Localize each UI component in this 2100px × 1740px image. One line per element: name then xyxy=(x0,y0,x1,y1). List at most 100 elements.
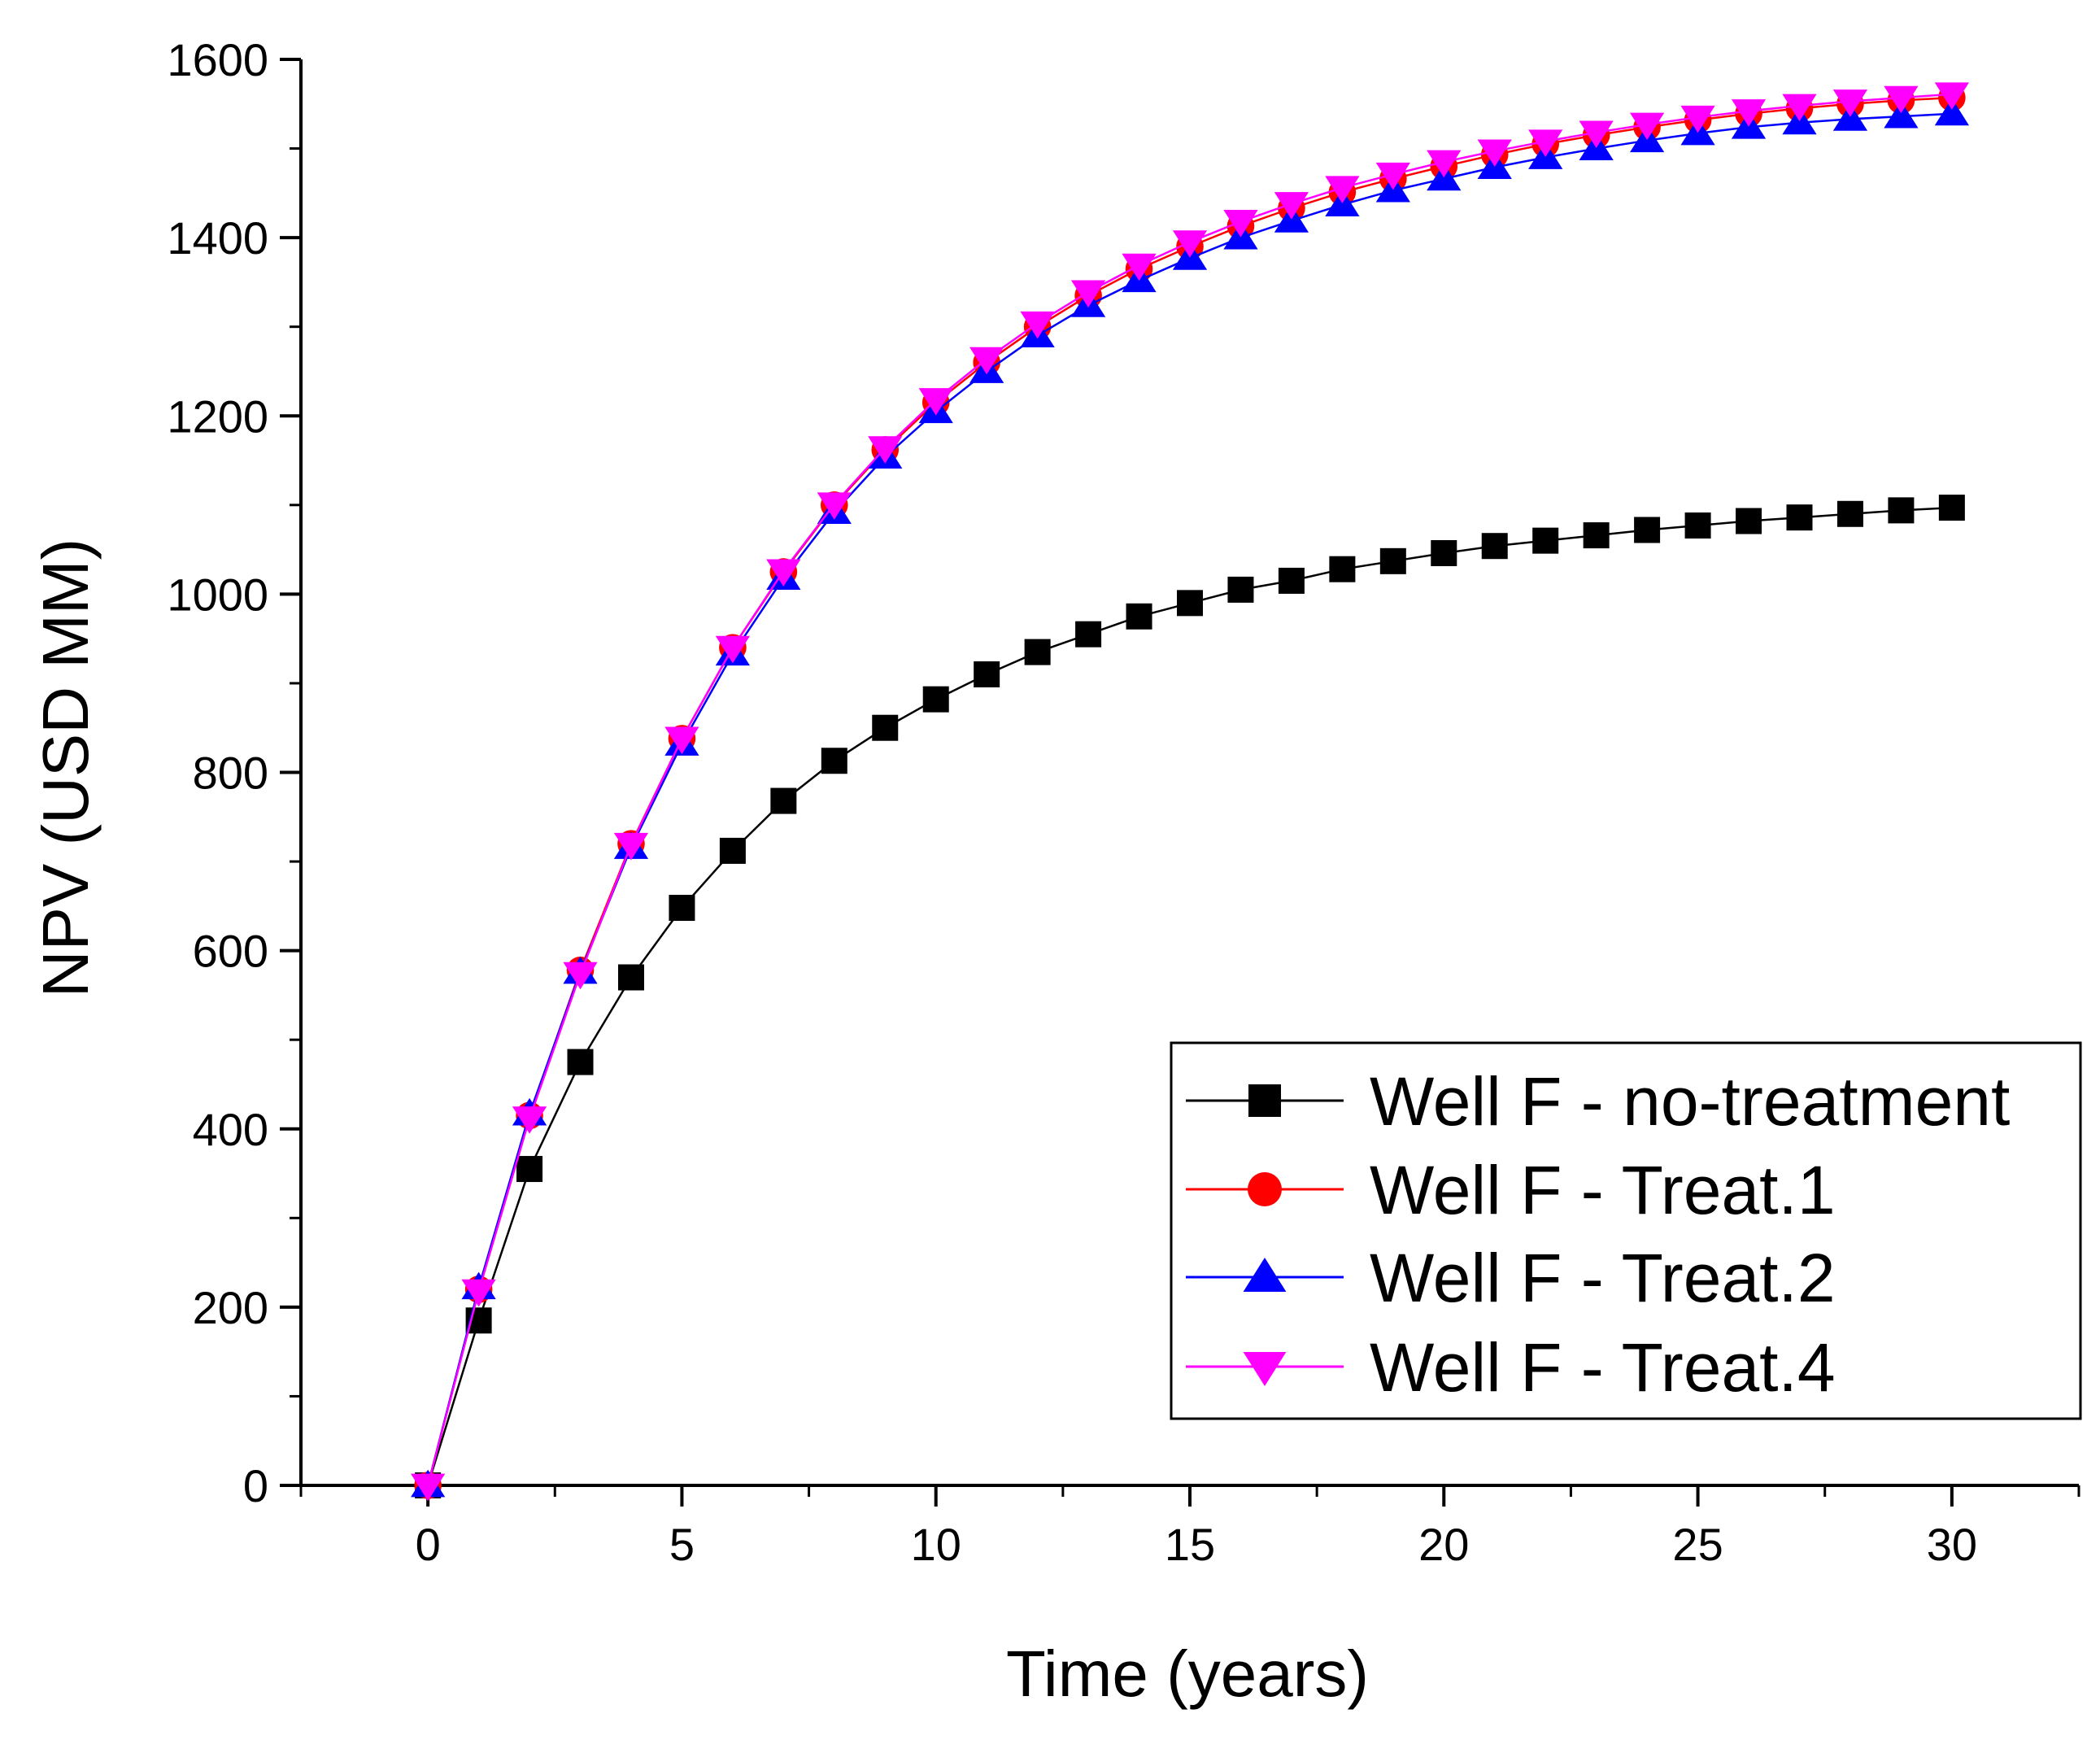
data-point xyxy=(1528,129,1563,157)
data-point xyxy=(1274,192,1309,220)
data-point xyxy=(1223,210,1258,238)
data-point xyxy=(461,1279,496,1307)
data-point xyxy=(613,832,649,861)
data-point xyxy=(969,347,1004,375)
data-point xyxy=(1832,103,1868,131)
data-point xyxy=(563,962,598,990)
data-point xyxy=(1481,533,1508,560)
data-point xyxy=(512,1106,547,1134)
legend-label: Well F - Treat.2 xyxy=(1370,1240,1836,1316)
data-point xyxy=(1629,112,1665,141)
data-point xyxy=(1684,512,1711,539)
y-tick-label: 1200 xyxy=(167,390,268,442)
legend-label: Well F - Treat.1 xyxy=(1370,1152,1836,1228)
x-tick-label: 5 xyxy=(669,1519,695,1570)
y-axis-title: NPV (USD MM) xyxy=(29,539,102,997)
legend: Well F - no-treatment Well F - Treat.1 Wel… xyxy=(1170,1041,2082,1420)
data-point xyxy=(1579,120,1614,149)
legend-item-1: Well F - no-treatment xyxy=(1186,1063,2010,1140)
data-point xyxy=(1243,1258,1287,1292)
series-4 xyxy=(411,82,1969,1502)
data-point xyxy=(719,837,746,864)
data-point xyxy=(1122,253,1157,281)
x-tick-label: 0 xyxy=(416,1519,441,1570)
data-point xyxy=(1248,1084,1281,1117)
data-point xyxy=(1248,1172,1282,1206)
series-1 xyxy=(415,495,1965,1498)
y-tick-label: 1400 xyxy=(167,212,268,264)
data-point xyxy=(1884,100,1919,129)
data-point xyxy=(1243,1352,1287,1386)
data-point xyxy=(1836,500,1863,527)
y-tick-label: 400 xyxy=(193,1104,268,1155)
data-point xyxy=(872,714,899,741)
data-point xyxy=(1075,621,1102,648)
data-point xyxy=(1375,162,1410,190)
data-point xyxy=(770,787,797,814)
legend-items: Well F - no-treatment Well F - Treat.1 Wel… xyxy=(1186,1063,2010,1406)
data-point xyxy=(617,964,644,991)
data-point xyxy=(918,388,953,416)
data-point xyxy=(1634,517,1661,543)
x-tick-label: 25 xyxy=(1672,1519,1723,1570)
data-point xyxy=(567,1049,594,1075)
legend-item-2: Well F - Treat.1 xyxy=(1186,1152,1836,1228)
data-point xyxy=(1325,176,1360,203)
data-point xyxy=(766,559,801,587)
data-point xyxy=(1888,497,1915,524)
data-point xyxy=(1329,556,1356,582)
legend-item-4: Well F - Treat.4 xyxy=(1186,1329,1836,1406)
data-point xyxy=(974,661,1000,687)
data-point xyxy=(664,726,699,755)
data-point xyxy=(1477,139,1512,168)
y-tick-label: 1000 xyxy=(167,569,268,620)
data-point xyxy=(411,1473,446,1502)
y-tick-label: 800 xyxy=(193,748,268,799)
x-tick-label: 15 xyxy=(1165,1519,1215,1570)
data-point xyxy=(669,895,695,922)
data-point xyxy=(1832,89,1868,117)
x-tick-label: 10 xyxy=(911,1519,961,1570)
series-layer xyxy=(411,82,1969,1502)
data-point xyxy=(1583,522,1610,549)
data-point xyxy=(817,492,852,520)
data-point xyxy=(1024,639,1051,665)
data-point xyxy=(868,436,903,464)
data-point xyxy=(516,1156,543,1183)
data-point xyxy=(1177,590,1203,617)
data-point xyxy=(1731,99,1767,127)
y-tick-label: 1600 xyxy=(167,34,268,85)
x-axis-title: Time (years) xyxy=(1006,1638,1369,1710)
data-point xyxy=(1278,567,1305,594)
data-point xyxy=(1884,85,1919,114)
data-point xyxy=(922,686,949,713)
data-point xyxy=(1020,311,1055,339)
data-point xyxy=(1938,495,1965,521)
data-point xyxy=(821,748,847,774)
data-point xyxy=(1431,539,1457,566)
data-point xyxy=(1934,98,1969,126)
data-point xyxy=(1786,504,1813,531)
x-tick-label: 20 xyxy=(1418,1519,1469,1570)
data-point xyxy=(1782,94,1817,122)
legend-label: Well F - no-treatment xyxy=(1370,1063,2010,1140)
data-point xyxy=(1934,82,1969,110)
y-tick-label: 0 xyxy=(243,1460,268,1511)
legend-box xyxy=(1170,1041,2082,1420)
data-point xyxy=(1379,547,1406,574)
data-point xyxy=(1126,603,1152,630)
legend-label: Well F - Treat.4 xyxy=(1370,1329,1836,1406)
data-point xyxy=(1736,508,1762,534)
y-tick-label: 600 xyxy=(193,926,268,977)
legend-item-3: Well F - Treat.2 xyxy=(1186,1240,1836,1316)
axes: 0 200 400 600 800 1000 1200 1400 1600 0 5 10 15 20 25 3… xyxy=(167,34,2080,1570)
data-point xyxy=(1680,105,1715,133)
data-point xyxy=(1227,576,1254,603)
data-point xyxy=(1172,230,1208,258)
data-point xyxy=(1532,527,1559,554)
x-tick-label: 30 xyxy=(1927,1519,1977,1570)
data-point xyxy=(715,635,751,664)
data-point xyxy=(1070,280,1106,308)
